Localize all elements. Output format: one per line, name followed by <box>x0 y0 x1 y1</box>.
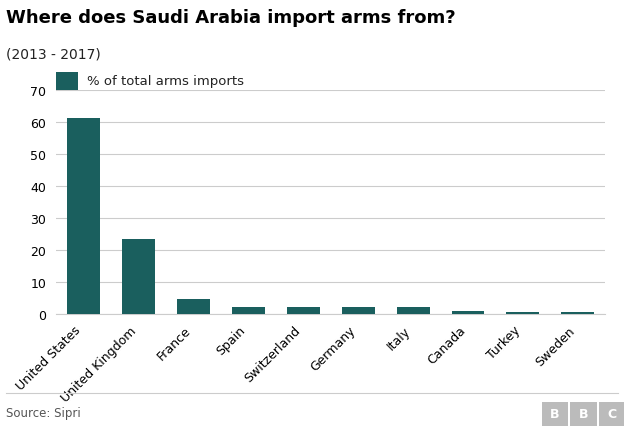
Text: (2013 - 2017): (2013 - 2017) <box>6 47 101 61</box>
Text: Source: Sipri: Source: Sipri <box>6 406 81 419</box>
Bar <box>177 299 210 314</box>
Bar <box>287 307 319 314</box>
Bar <box>122 240 155 314</box>
Text: Where does Saudi Arabia import arms from?: Where does Saudi Arabia import arms from… <box>6 9 456 27</box>
Bar <box>342 307 374 314</box>
Text: B: B <box>578 407 588 421</box>
Bar <box>562 312 594 314</box>
Bar <box>452 312 484 314</box>
Bar <box>507 312 539 314</box>
Bar <box>397 307 429 314</box>
Text: % of total arms imports: % of total arms imports <box>87 75 245 88</box>
Bar <box>232 307 265 314</box>
Text: C: C <box>608 407 617 421</box>
Text: B: B <box>550 407 560 421</box>
Bar <box>67 119 100 314</box>
